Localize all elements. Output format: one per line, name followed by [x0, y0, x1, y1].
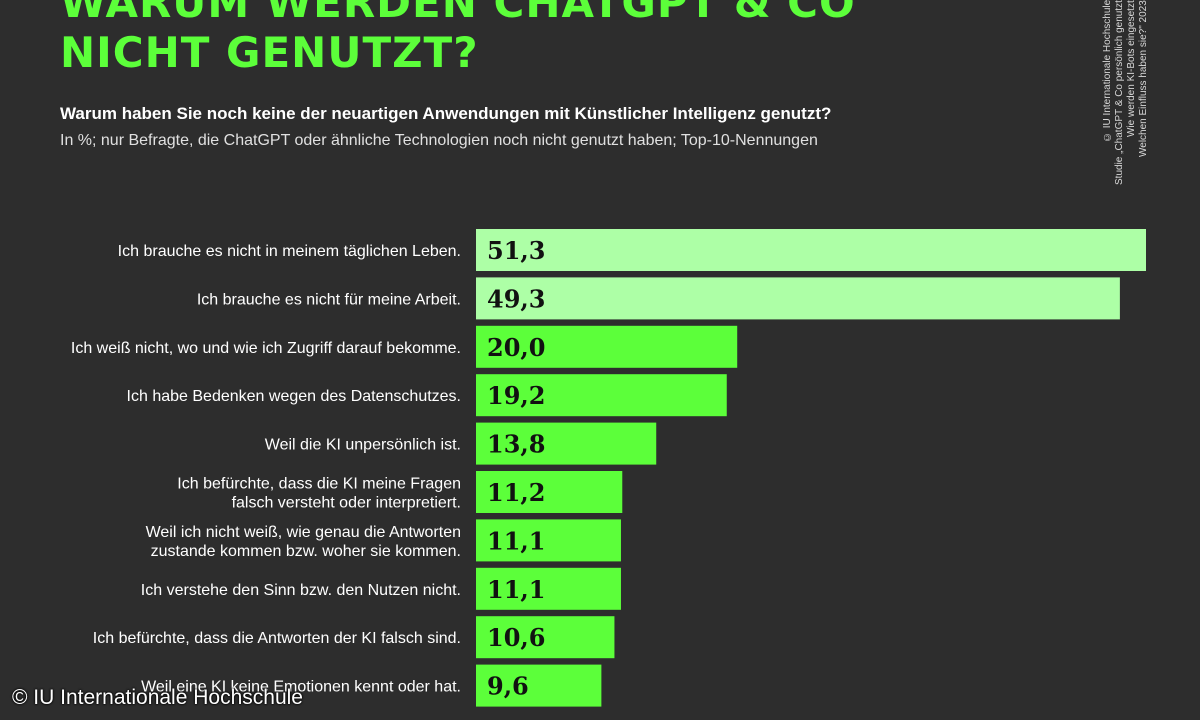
bar-value-label-4: 19,2 — [487, 381, 545, 410]
category-label-7: Weil ich nicht weiß, wie genau die Antwo… — [146, 524, 461, 560]
bar-value-label-7: 11,1 — [487, 526, 545, 555]
bar-5 — [476, 422, 657, 465]
bar-value-label-10: 9,6 — [487, 672, 529, 701]
category-label-4: Ich habe Bedenken wegen des Datenschutze… — [127, 388, 461, 405]
category-label-2: Ich brauche es nicht für meine Arbeit. — [197, 291, 461, 308]
category-label-1: Ich brauche es nicht in meinem täglichen… — [118, 243, 461, 260]
category-label-10: Weil eine KI keine Emotionen kennt oder … — [141, 679, 461, 696]
category-label-5: Weil die KI unpersönlich ist. — [265, 437, 461, 454]
bar-9 — [476, 616, 615, 659]
bar-7 — [476, 519, 621, 562]
bar-10 — [476, 664, 602, 707]
bar-value-label-8: 11,1 — [487, 575, 545, 604]
title-line-1: WARUM WERDEN CHATGPT & CO — [60, 0, 856, 27]
bar-3 — [476, 325, 738, 368]
bar-value-label-2: 49,3 — [487, 284, 545, 313]
category-label-8: Ich verstehe den Sinn bzw. den Nutzen ni… — [141, 582, 461, 599]
bar-value-label-5: 13,8 — [487, 430, 545, 459]
chart-note: In %; nur Befragte, die ChatGPT oder ähn… — [60, 132, 818, 149]
bar-6 — [476, 471, 623, 513]
title-line-2: NICHT GENUTZT? — [60, 28, 479, 77]
bar-4 — [476, 374, 727, 417]
bar-2 — [476, 277, 1120, 320]
footer-credit: © IU Internationale Hochschule — [12, 686, 303, 709]
category-label-9: Ich befürchte, dass die Antworten der KI… — [93, 630, 461, 647]
bar-8 — [476, 567, 621, 610]
bar-value-label-9: 10,6 — [487, 623, 545, 652]
bar-1 — [476, 229, 1146, 271]
category-label-3: Ich weiß nicht, wo und wie ich Zugriff d… — [71, 340, 461, 357]
category-label-6: Ich befürchte, dass die KI meine Fragen f… — [177, 476, 461, 512]
bar-value-label-1: 51,3 — [487, 236, 545, 265]
page-title: WARUM WERDEN CHATGPT & CO NICHT GENUTZT? — [60, 0, 856, 78]
chart-question: Warum haben Sie noch keine der neuartige… — [60, 104, 832, 123]
bar-value-label-6: 11,2 — [487, 478, 545, 507]
bar-value-label-3: 20,0 — [487, 333, 545, 362]
